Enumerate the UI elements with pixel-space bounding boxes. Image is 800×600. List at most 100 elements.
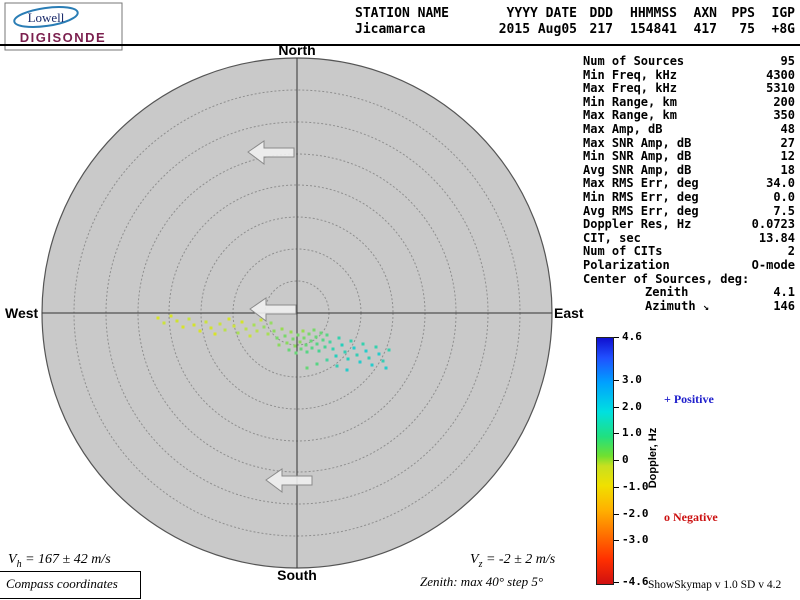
source-point bbox=[236, 331, 240, 335]
drift-arrow-icon bbox=[249, 297, 297, 322]
source-point bbox=[343, 350, 347, 354]
source-point bbox=[275, 336, 279, 340]
source-point bbox=[283, 334, 287, 338]
source-point bbox=[367, 356, 371, 360]
stat-row: Max Amp, dB 48 bbox=[583, 121, 795, 137]
stat-label: Min Range, km bbox=[583, 94, 677, 109]
stat-row: Max Freq, kHz 5310 bbox=[583, 82, 795, 96]
source-point bbox=[301, 329, 305, 333]
source-point bbox=[298, 340, 302, 344]
colorbar-tick-label: 0 bbox=[622, 453, 629, 466]
header-label: PPS bbox=[731, 6, 755, 21]
stat-label: Doppler Res, Hz bbox=[583, 217, 692, 232]
azimuth-row: Azimuth ↘ 146 bbox=[583, 299, 795, 315]
source-point bbox=[381, 359, 385, 363]
logo-swoosh-icon bbox=[13, 6, 79, 28]
stat-value: 18 bbox=[780, 162, 795, 177]
station-name-value: Jicamarca bbox=[355, 22, 426, 37]
header-label: YYYY DATE bbox=[506, 6, 577, 21]
source-point bbox=[312, 328, 316, 332]
stat-row: Doppler Res, Hz 0.0723 bbox=[583, 218, 795, 232]
stat-row: Num of Sources 95 bbox=[583, 54, 795, 69]
azimuth-direction-icon: ↘ bbox=[702, 301, 709, 313]
source-point bbox=[337, 336, 341, 340]
stat-value: 13.84 bbox=[758, 230, 795, 245]
source-point bbox=[162, 321, 166, 325]
header-labels-row: STATION NAME YYYY DATE DDD HHMMSS AXN PP… bbox=[355, 6, 795, 22]
source-point bbox=[293, 344, 297, 348]
stat-label: Min SNR Amp, dB bbox=[583, 149, 692, 164]
compass-south-label: South bbox=[277, 567, 317, 583]
horizontal-velocity-readout: Vh = 167 ± 42 m/s bbox=[8, 552, 111, 570]
doppler-colorbar: 4.6 3.0 2.0 1.0 0 -1.0 -2.0 -3.0 -4.6 bbox=[596, 331, 666, 588]
source-point bbox=[340, 343, 344, 347]
header-values-row: Jicamarca 2015 Aug05 217 154841 417 75 +… bbox=[355, 22, 795, 38]
stat-value: 48 bbox=[780, 121, 795, 136]
lowell-digisonde-logo: Lowell DIGISONDE bbox=[4, 2, 124, 52]
stat-label: CIT, sec bbox=[583, 230, 641, 245]
source-point bbox=[289, 330, 293, 334]
header-label: IGP bbox=[771, 6, 795, 21]
source-point bbox=[325, 358, 329, 362]
source-point bbox=[352, 346, 356, 350]
stat-label: Max Amp, dB bbox=[583, 121, 663, 136]
doy-value: 217 bbox=[589, 22, 613, 37]
colorbar-tick bbox=[614, 582, 619, 583]
stat-label: Avg RMS Err, deg bbox=[583, 203, 699, 218]
source-point bbox=[240, 320, 244, 324]
stat-value: 34.0 bbox=[766, 176, 795, 191]
stat-label: Center of Sources, deg: bbox=[583, 271, 750, 286]
source-point bbox=[346, 357, 350, 361]
stat-row: Min RMS Err, deg 0.0 bbox=[583, 189, 795, 205]
vz-value: = -2 ± 2 m/s bbox=[482, 552, 556, 567]
stat-value: 4.1 bbox=[773, 285, 795, 300]
stat-label: Max Freq, kHz bbox=[583, 81, 677, 96]
source-point bbox=[296, 333, 300, 337]
source-point bbox=[255, 329, 259, 333]
colorbar-tick-label: 2.0 bbox=[622, 400, 642, 413]
stat-label: Min RMS Err, deg bbox=[583, 189, 699, 204]
plus-icon: + bbox=[664, 392, 671, 406]
source-point bbox=[223, 328, 227, 332]
positive-doppler-legend: + Positive bbox=[664, 392, 714, 407]
stat-value: 350 bbox=[773, 108, 795, 123]
stat-value: 7.5 bbox=[773, 203, 795, 218]
stat-row: Polarization O-mode bbox=[583, 257, 795, 273]
source-point bbox=[349, 339, 353, 343]
source-point bbox=[187, 317, 191, 321]
drift-arrows bbox=[247, 140, 313, 493]
source-point bbox=[331, 347, 335, 351]
stat-label: Num of Sources bbox=[583, 54, 685, 68]
source-point bbox=[384, 366, 388, 370]
source-point bbox=[310, 346, 314, 350]
stat-label: Zenith bbox=[645, 285, 689, 300]
header-divider bbox=[0, 44, 800, 46]
source-point bbox=[294, 351, 298, 355]
source-point bbox=[213, 332, 217, 336]
colorbar-tick-label: -4.6 bbox=[622, 575, 649, 588]
igp-value: +8G bbox=[771, 22, 795, 37]
source-point bbox=[314, 335, 318, 339]
stats-panel: Num of Sources 95 Min Freq, kHz 4300 Max F… bbox=[583, 54, 795, 315]
software-version-label: ShowSkymap v 1.0 SD v 4.2 bbox=[648, 579, 782, 591]
source-point bbox=[355, 353, 359, 357]
stat-label: Polarization bbox=[583, 257, 670, 272]
circle-icon: o bbox=[664, 510, 670, 524]
colorbar-tick-label: 3.0 bbox=[622, 373, 642, 386]
source-point bbox=[209, 326, 213, 330]
negative-doppler-legend: o Negative bbox=[664, 510, 718, 525]
stat-row: Max Range, km 350 bbox=[583, 109, 795, 123]
vh-value: = 167 ± 42 m/s bbox=[21, 552, 111, 567]
source-point bbox=[287, 348, 291, 352]
source-point bbox=[248, 334, 252, 338]
zenith-row: Zenith 4.1 bbox=[583, 285, 795, 300]
colorbar-tick-label: 1.0 bbox=[622, 426, 642, 439]
header-bar: STATION NAME YYYY DATE DDD HHMMSS AXN PP… bbox=[355, 6, 795, 38]
source-point bbox=[266, 332, 270, 336]
stat-row: Num of CITs 2 bbox=[583, 245, 795, 259]
source-point bbox=[218, 322, 222, 326]
source-point bbox=[192, 323, 196, 327]
header-label: HHMMSS bbox=[630, 6, 677, 21]
